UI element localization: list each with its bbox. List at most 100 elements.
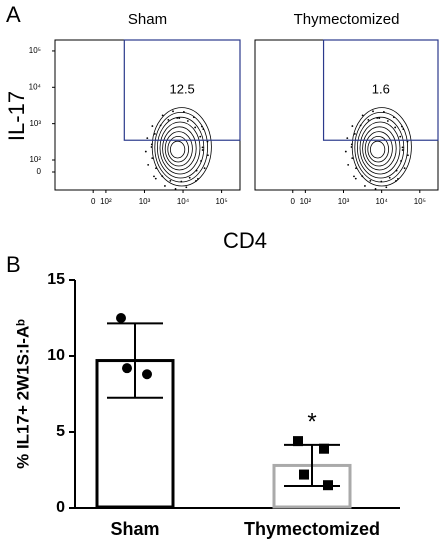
x-tick-label: 10⁵ (215, 197, 227, 206)
event-dot (147, 163, 150, 166)
event-dot (364, 185, 366, 187)
event-dot (151, 157, 154, 160)
event-dot (406, 140, 409, 143)
event-dot (146, 137, 149, 140)
event-dot (395, 169, 398, 172)
event-dot (169, 180, 172, 182)
x-tick-label: Thymectomized (244, 519, 380, 539)
event-dot (186, 120, 189, 122)
y-tick-label: 10⁵ (29, 46, 41, 55)
y-tick-label: 10² (29, 155, 41, 164)
event-dot (351, 125, 354, 127)
event-dot (154, 177, 157, 180)
event-dot (395, 180, 397, 182)
event-dot (155, 167, 157, 170)
event-dot (393, 116, 395, 119)
event-dot (144, 150, 147, 153)
event-dot (178, 117, 181, 120)
event-dot (207, 154, 209, 157)
event-dot (388, 176, 391, 179)
event-dot (374, 188, 377, 190)
panel-label: B (6, 252, 21, 277)
event-dot (400, 160, 402, 162)
event-dot (176, 117, 179, 119)
event-dot (172, 110, 174, 113)
data-point (319, 443, 329, 454)
x-tick-label: 10³ (338, 197, 350, 206)
event-dot (195, 180, 197, 182)
event-dot (359, 124, 362, 127)
event-dot (202, 128, 205, 130)
y-tick-label: 0 (37, 167, 42, 176)
x-tick-label: 10⁴ (177, 197, 190, 206)
y-axis-label: IL-17 (4, 91, 29, 141)
y-tick-label: 10⁴ (29, 82, 42, 91)
gate-value: 1.6 (372, 81, 390, 96)
event-dot (203, 167, 206, 170)
event-dot (400, 125, 403, 128)
x-tick-label: 10³ (139, 197, 151, 206)
event-dot (378, 117, 381, 120)
contour (362, 126, 397, 171)
event-dot (199, 135, 202, 138)
significance: * (307, 408, 316, 435)
contour (369, 140, 386, 159)
data-point (293, 436, 303, 447)
event-dot (193, 116, 195, 119)
x-tick-label: 10⁵ (414, 197, 426, 206)
plot-frame (254, 39, 439, 191)
y-tick-label: 0 (56, 499, 65, 516)
event-dot (200, 125, 203, 128)
event-dot (353, 175, 355, 178)
event-dot (372, 110, 374, 113)
data-point (116, 313, 126, 323)
gate (322, 39, 439, 141)
event-dot (399, 135, 402, 138)
contour (359, 121, 401, 175)
event-dot (150, 143, 153, 146)
event-dot (201, 146, 204, 149)
x-tick-label: 10² (100, 197, 112, 206)
x-tick-label: 10² (300, 197, 312, 206)
event-dot (197, 178, 199, 180)
event-dot (402, 128, 405, 130)
plot-frame (54, 39, 241, 191)
event-dot (351, 157, 354, 160)
event-dot (180, 180, 183, 183)
contour (157, 116, 205, 179)
event-dot (350, 146, 353, 148)
contour (167, 135, 190, 163)
data-point (323, 480, 333, 491)
panel-label: A (6, 2, 21, 27)
x-tick-label: Sham (110, 519, 159, 539)
event-dot (194, 126, 197, 129)
contour (170, 140, 186, 159)
contour (367, 135, 390, 163)
event-dot (346, 137, 349, 140)
x-tick-label: 10⁴ (375, 197, 388, 206)
event-dot (167, 118, 170, 121)
event-dot (188, 176, 191, 179)
event-dot (385, 186, 388, 189)
event-dot (206, 140, 209, 143)
x-tick-label: 0 (291, 197, 296, 206)
event-dot (151, 125, 154, 127)
data-point (122, 363, 132, 374)
event-dot (200, 160, 202, 162)
y-tick-label: 10³ (29, 119, 41, 128)
event-dot (354, 177, 357, 180)
event-dot (401, 146, 404, 149)
event-dot (164, 185, 166, 187)
event-dot (376, 117, 379, 119)
event-dot (367, 118, 370, 121)
event-dot (382, 111, 385, 113)
event-dot (153, 133, 156, 135)
event-dot (361, 175, 364, 178)
event-dot (403, 167, 406, 170)
event-dot (380, 180, 383, 183)
contour (364, 131, 393, 167)
y-tick-label: 15 (47, 271, 65, 288)
panel-title: Thymectomized (294, 11, 400, 28)
y-tick-label: 10 (47, 347, 65, 364)
